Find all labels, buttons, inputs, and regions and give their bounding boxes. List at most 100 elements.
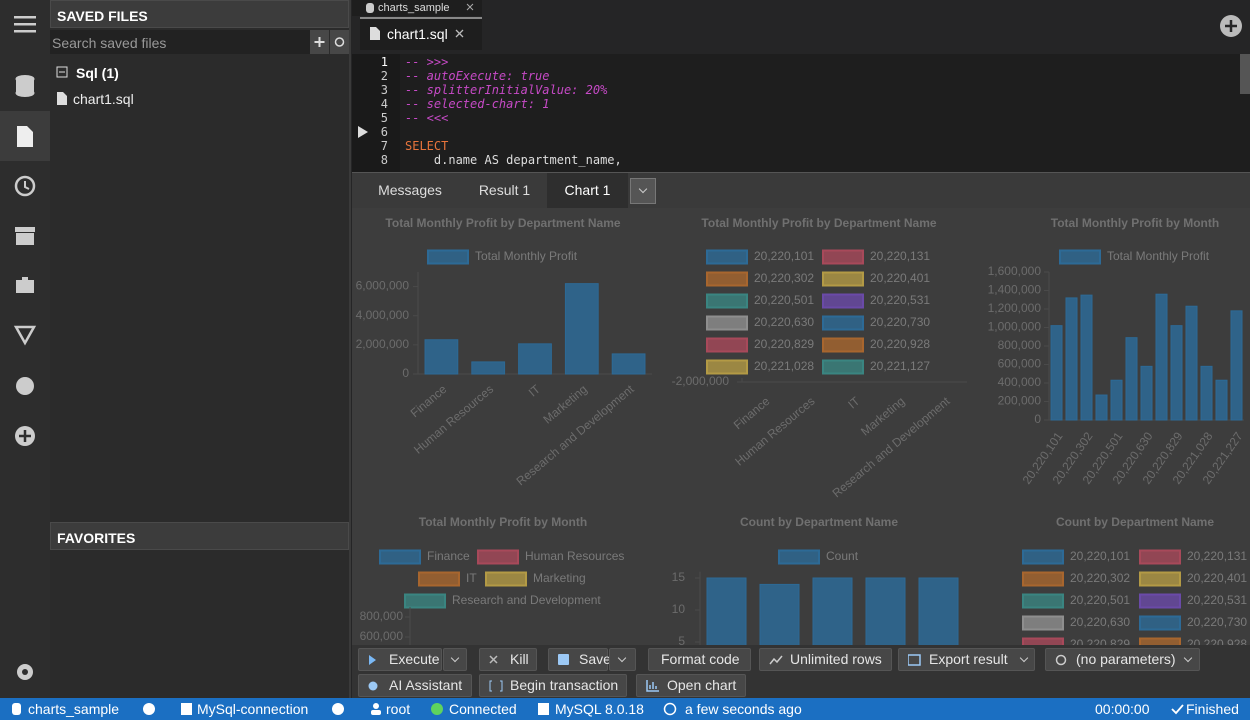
x-tick-label: Finance <box>731 394 773 432</box>
format-button[interactable]: Format code <box>648 648 751 671</box>
status-connection[interactable]: MySql-connection <box>197 701 309 717</box>
add-button[interactable] <box>310 30 329 54</box>
tab-active[interactable]: Chart 1 <box>547 173 628 208</box>
bar <box>471 361 506 375</box>
legend-label: 20,220,302 <box>754 271 814 285</box>
file-tab[interactable]: chart1.sql <box>360 17 482 50</box>
chart-title: Total Monthly Profit by Department Name <box>385 216 620 230</box>
close-icon[interactable] <box>455 29 464 38</box>
status-database[interactable]: charts_sample <box>28 701 120 717</box>
legend-label: Finance <box>427 549 470 563</box>
y-tick-label: 4,000,000 <box>356 308 410 322</box>
result-tabs: Messages Result 1 Chart 1 <box>352 172 1250 208</box>
tab[interactable]: Result 1 <box>478 182 531 198</box>
legend-swatch <box>1139 593 1181 609</box>
label: Save <box>579 651 611 667</box>
label: Execute <box>389 651 440 667</box>
status-time: a few seconds ago <box>685 701 802 717</box>
y-tick-label: 1,400,000 <box>988 283 1042 297</box>
bar <box>1155 293 1168 421</box>
bar <box>1125 337 1138 421</box>
chevron <box>450 653 460 663</box>
legend-label: 20,220,829 <box>1070 637 1130 645</box>
tab-menu[interactable] <box>630 178 656 204</box>
bar <box>1140 365 1153 421</box>
legend-swatch <box>706 337 748 353</box>
legend-label: 20,220,928 <box>870 337 930 351</box>
chevron <box>1183 653 1193 663</box>
connection-tab[interactable]: charts_sample <box>352 0 482 16</box>
legend-swatch <box>1022 549 1064 565</box>
legend-swatch <box>822 337 864 353</box>
legend-label: 20,220,401 <box>870 271 930 285</box>
sql-editor[interactable]: 1 -- >>> 2 -- autoExecute: true 3 -- splitter… <box>352 54 1250 172</box>
tab[interactable]: Messages <box>378 182 442 198</box>
legend-swatch <box>1022 637 1064 645</box>
legend-label: 20,220,501 <box>1070 593 1130 607</box>
saved-files-panel: SAVED FILES Search saved files Sql (1) c… <box>50 0 351 698</box>
legend-swatch <box>1139 637 1181 645</box>
charts-area: Total Monthly Profit by Department Name T… <box>352 208 1250 645</box>
bar <box>518 343 552 375</box>
close-icon[interactable] <box>466 3 474 11</box>
legend-label: Research and Development <box>452 593 601 607</box>
bar <box>812 577 853 645</box>
bar <box>424 339 459 375</box>
folder[interactable]: Sql (1) <box>76 65 119 81</box>
ai-button[interactable]: AI Assistant <box>358 674 472 697</box>
legend-swatch <box>418 571 460 587</box>
legend-label: 20,220,630 <box>754 315 814 329</box>
refresh-button[interactable] <box>330 30 349 54</box>
legend-swatch <box>427 249 469 265</box>
y-tick-label: 0 <box>402 366 409 380</box>
kill-button[interactable]: Kill <box>479 648 537 671</box>
bar <box>1110 379 1123 421</box>
status-bar: charts_sample MySql-connection root Conn… <box>0 698 1250 720</box>
legend-label: 20,220,730 <box>1187 615 1247 629</box>
file[interactable]: chart1.sql <box>73 91 134 107</box>
save-menu[interactable] <box>609 648 636 671</box>
export-button[interactable]: Export result <box>898 648 1035 671</box>
bar <box>1215 379 1228 421</box>
execute-menu[interactable] <box>443 648 467 671</box>
legend-swatch <box>706 359 748 375</box>
legend-label: 20,220,730 <box>870 315 930 329</box>
save-button[interactable]: Save <box>548 648 611 671</box>
code-line: -- selected-chart: 1 <box>405 97 550 111</box>
legend-swatch <box>404 593 446 609</box>
parameters-button[interactable]: (no parameters) <box>1045 648 1200 671</box>
legend-label: 20,220,101 <box>754 249 814 263</box>
status-user: root <box>386 701 411 717</box>
limit-button[interactable]: Unlimited rows <box>759 648 892 671</box>
scrollbar[interactable] <box>1240 54 1250 94</box>
sidebar <box>0 0 50 698</box>
legend-swatch <box>477 549 519 565</box>
chevron <box>638 184 648 194</box>
file-icon <box>57 92 67 105</box>
execute-button[interactable]: Execute <box>358 648 442 671</box>
legend-label: 20,220,531 <box>1187 593 1247 607</box>
legend-label: Human Resources <box>525 549 624 563</box>
new-tab-button[interactable] <box>1220 15 1242 37</box>
search-input[interactable]: Search saved files <box>50 30 310 54</box>
legend-swatch <box>1022 615 1064 631</box>
icon <box>769 655 783 665</box>
legend-swatch <box>1139 571 1181 587</box>
line-number: 5 <box>380 111 388 125</box>
code-line: -- <<< <box>405 111 449 125</box>
bar <box>759 583 800 645</box>
open-chart-button[interactable]: Open chart <box>636 674 746 697</box>
charts: Total Monthly Profit by Department Name T… <box>356 216 1247 645</box>
line-number: 1 <box>380 55 388 69</box>
transaction-button[interactable]: Begin transaction <box>479 674 627 697</box>
label: Format code <box>661 651 740 667</box>
legend-swatch <box>379 549 421 565</box>
legend-label: 20,220,101 <box>1070 549 1130 563</box>
y-tick-label: 2,000,000 <box>356 337 410 351</box>
label: Kill <box>510 651 529 667</box>
code-line: -- splitterInitialValue: 20% <box>405 83 608 97</box>
collapse-icon[interactable] <box>56 66 68 78</box>
y-tick-label: -2,000,000 <box>672 374 730 388</box>
line-number: 8 <box>380 153 388 167</box>
